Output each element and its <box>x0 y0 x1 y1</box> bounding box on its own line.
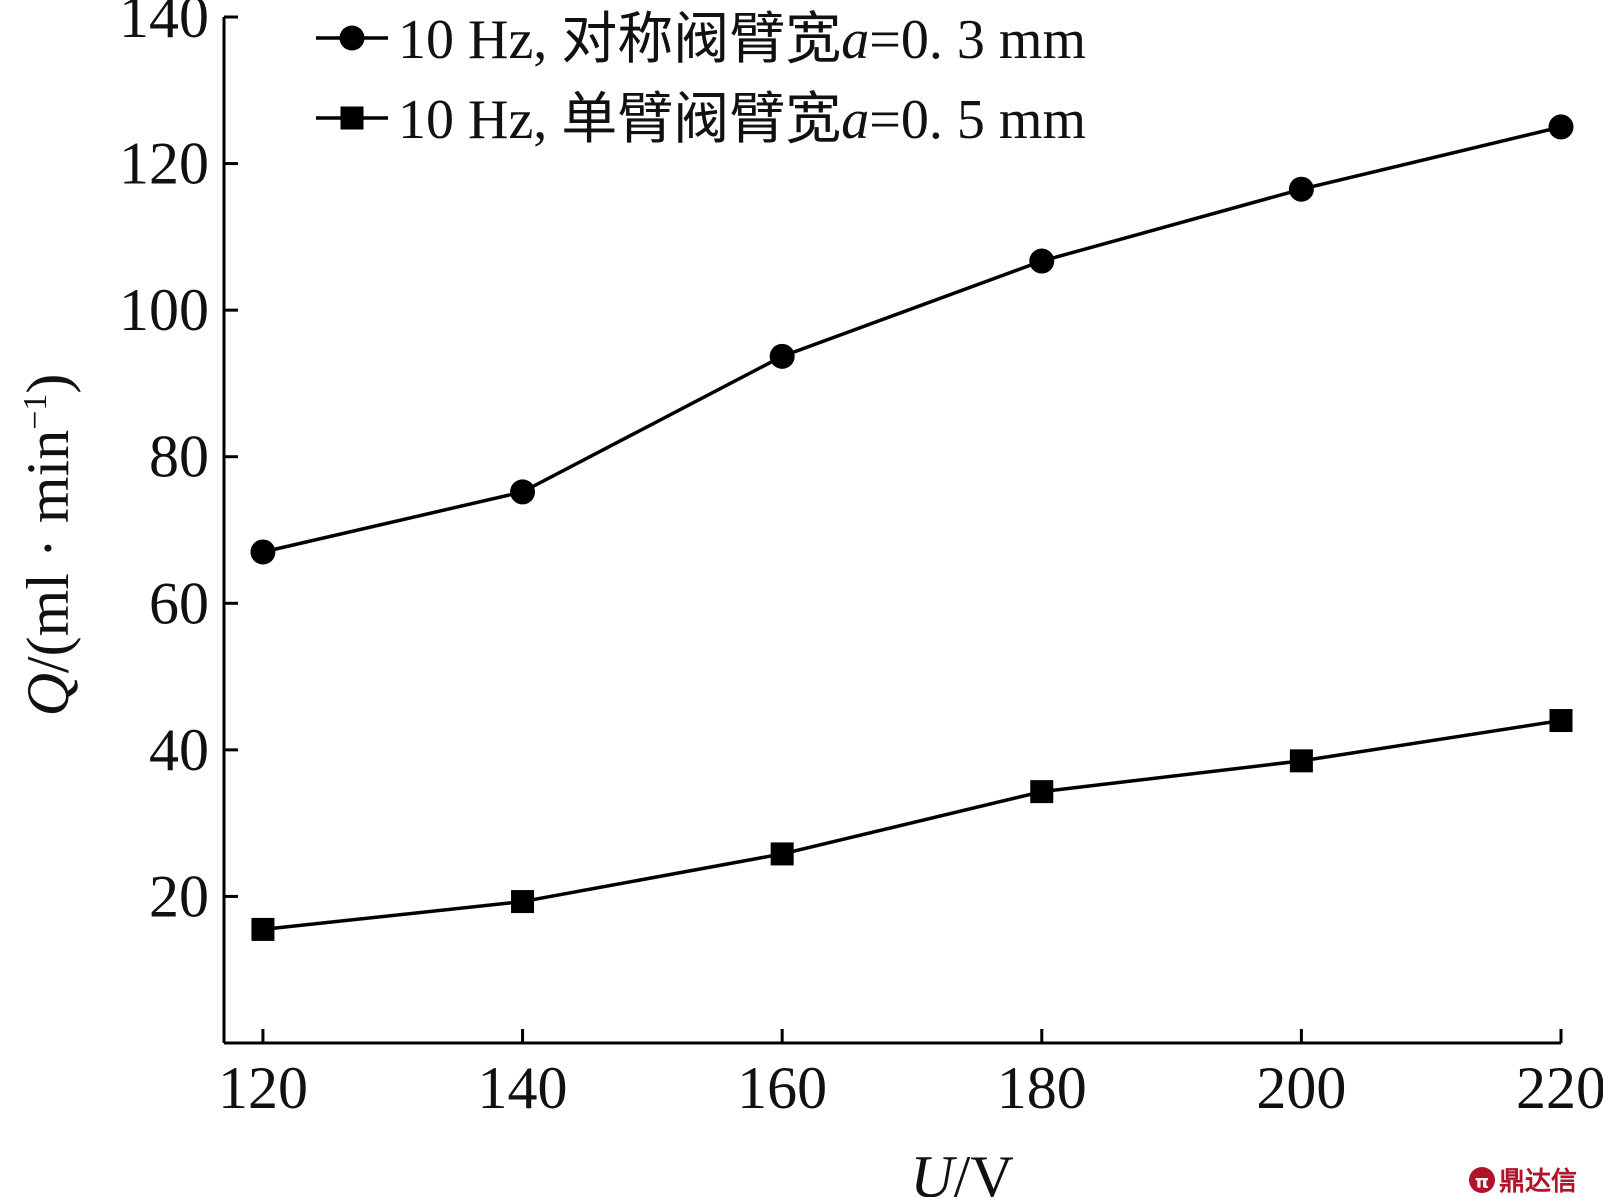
legend-item-1: 10 Hz, 对称阀臂宽a=0. 3 mm <box>316 9 1086 71</box>
watermark-logo: π 鼎达信 <box>1469 1167 1577 1197</box>
series-2-point <box>251 917 275 941</box>
legend-marker <box>339 25 365 51</box>
y-tick-label: 80 <box>149 424 209 490</box>
series-2-point <box>1289 749 1313 773</box>
series-1-point <box>769 343 795 369</box>
legend-label: 10 Hz, 对称阀臂宽a=0. 3 mm <box>398 9 1086 71</box>
x-ticks: 120 140 160 180 200 220 <box>218 1029 1603 1121</box>
y-tick-label: 140 <box>119 0 209 50</box>
y-axis-title: Q/(ml · min−1) <box>15 374 81 717</box>
legend-label: 10 Hz, 单臂阀臂宽a=0. 5 mm <box>398 89 1086 151</box>
y-tick-label: 40 <box>149 717 209 783</box>
y-tick-label: 20 <box>149 863 209 929</box>
y-tick-label: 120 <box>119 131 209 197</box>
series-1-point <box>1029 248 1055 274</box>
x-axis-title: U/V <box>910 1144 1013 1197</box>
legend-marker <box>340 106 364 130</box>
series-1-point <box>1548 114 1574 140</box>
y-ticks: 20 40 60 80 100 120 140 <box>119 0 238 929</box>
legend-item-2: 10 Hz, 单臂阀臂宽a=0. 5 mm <box>316 89 1086 151</box>
series-2-point <box>511 890 535 914</box>
x-tick-label: 220 <box>1516 1055 1603 1121</box>
series-1-point <box>1288 176 1314 202</box>
series-2-line <box>262 718 1562 932</box>
series-1-point <box>510 479 536 505</box>
series-group <box>250 114 1574 941</box>
x-tick-label: 120 <box>218 1055 308 1121</box>
axes <box>222 17 1561 1045</box>
watermark-logo-icon <box>1469 1167 1495 1193</box>
x-tick-label: 180 <box>997 1055 1087 1121</box>
watermark-logo-glyph: π <box>1475 1172 1489 1193</box>
series-2-point <box>1030 780 1054 804</box>
series-2 <box>251 709 1573 941</box>
x-tick-label: 140 <box>478 1055 568 1121</box>
series-2-point <box>770 842 794 866</box>
y-tick-label: 60 <box>149 570 209 636</box>
x-tick-label: 200 <box>1256 1055 1346 1121</box>
series-1-point <box>250 539 276 565</box>
legend: 10 Hz, 对称阀臂宽a=0. 3 mm 10 Hz, 单臂阀臂宽a=0. 5 … <box>316 9 1086 151</box>
watermark-text: 鼎达信 <box>1499 1167 1577 1197</box>
series-1 <box>250 114 1574 565</box>
y-tick-label: 100 <box>119 277 209 343</box>
series-1-line <box>262 125 1562 554</box>
series-2-point <box>1549 709 1573 733</box>
x-tick-label: 160 <box>737 1055 827 1121</box>
